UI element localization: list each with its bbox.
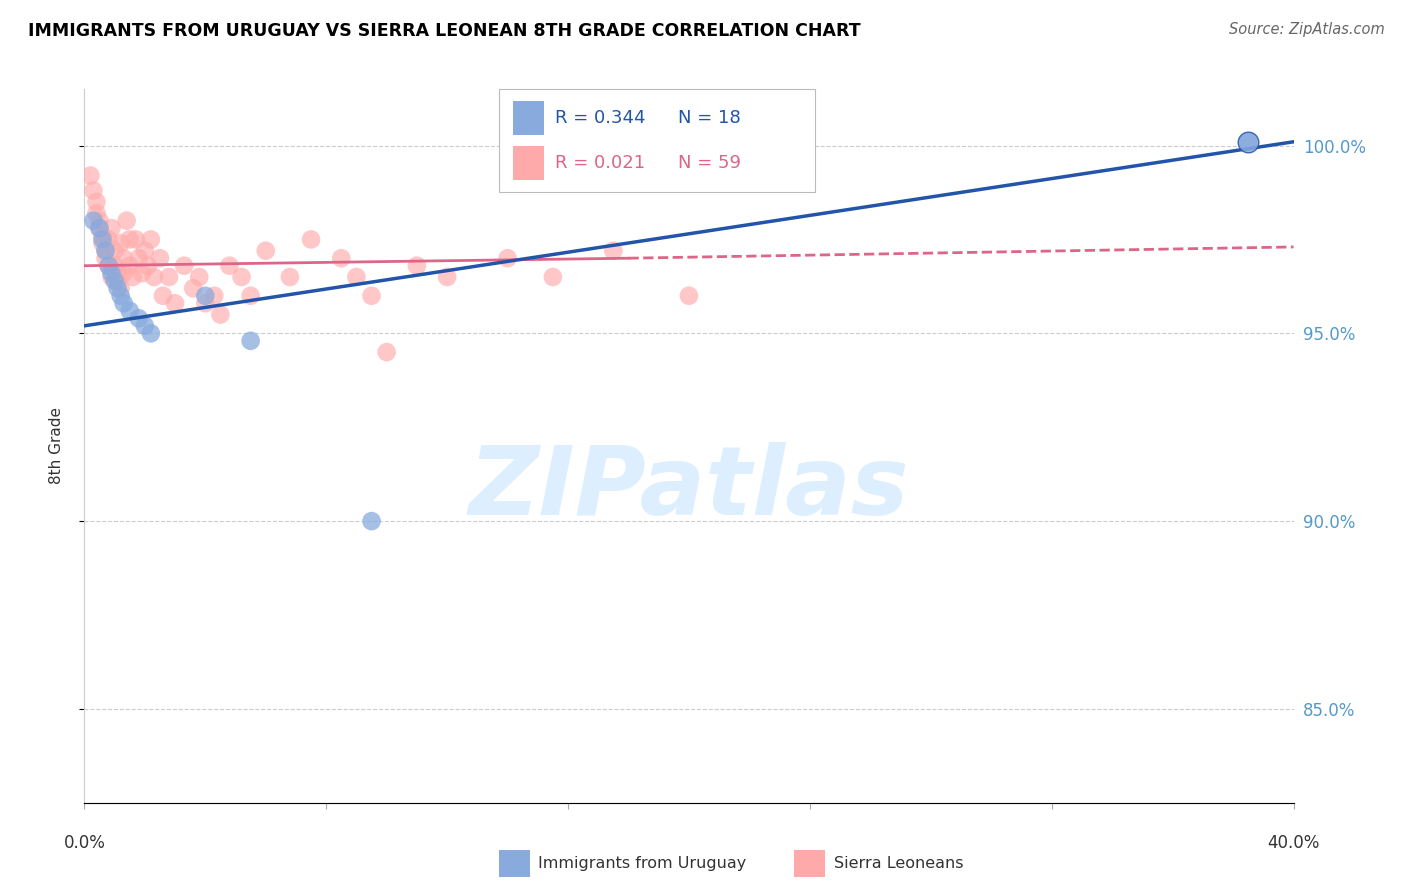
Point <box>112 251 135 265</box>
Point <box>91 236 114 251</box>
Point <box>375 345 398 359</box>
Point <box>97 232 120 246</box>
Point <box>134 244 156 258</box>
Point <box>97 259 120 273</box>
Point <box>209 308 232 322</box>
Point <box>134 318 156 333</box>
Point <box>188 270 211 285</box>
Point <box>118 259 141 273</box>
Point <box>112 296 135 310</box>
Text: Source: ZipAtlas.com: Source: ZipAtlas.com <box>1229 22 1385 37</box>
Point <box>100 266 122 280</box>
Text: R = 0.021: R = 0.021 <box>555 154 645 172</box>
Point <box>360 289 382 303</box>
Point <box>125 232 148 246</box>
Point <box>231 270 253 285</box>
Point <box>330 251 353 265</box>
Point <box>346 270 368 285</box>
Point <box>173 259 195 273</box>
Text: ZIPatlas: ZIPatlas <box>468 442 910 535</box>
Point <box>104 274 127 288</box>
Point <box>152 289 174 303</box>
Text: N = 59: N = 59 <box>678 154 741 172</box>
Point <box>86 194 108 209</box>
Point <box>121 270 143 285</box>
Point <box>100 270 122 285</box>
Point <box>110 281 132 295</box>
Point <box>131 266 153 280</box>
Point <box>91 232 114 246</box>
Point <box>86 206 108 220</box>
Point <box>107 281 129 295</box>
Point <box>136 259 159 273</box>
Point <box>139 232 162 246</box>
Y-axis label: 8th Grade: 8th Grade <box>49 408 63 484</box>
Point <box>104 259 127 273</box>
Point <box>496 251 519 265</box>
Point <box>97 259 120 273</box>
Point <box>89 221 111 235</box>
Point <box>254 244 277 258</box>
Point <box>541 270 564 285</box>
Point <box>678 289 700 303</box>
Point <box>104 244 127 258</box>
Text: N = 18: N = 18 <box>678 109 741 127</box>
Point <box>79 169 101 183</box>
Point <box>239 334 262 348</box>
Point <box>218 259 240 273</box>
Text: Immigrants from Uruguay: Immigrants from Uruguay <box>538 856 747 871</box>
Point <box>91 228 114 243</box>
Point <box>139 326 162 341</box>
Point <box>112 266 135 280</box>
Point <box>157 270 180 285</box>
Text: R = 0.344: R = 0.344 <box>555 109 645 127</box>
Text: IMMIGRANTS FROM URUGUAY VS SIERRA LEONEAN 8TH GRADE CORRELATION CHART: IMMIGRANTS FROM URUGUAY VS SIERRA LEONEA… <box>28 22 860 40</box>
Point <box>299 232 322 246</box>
Point <box>142 270 165 285</box>
Point <box>100 221 122 235</box>
Point <box>1237 135 1260 149</box>
Text: 40.0%: 40.0% <box>1267 834 1320 852</box>
Point <box>128 311 150 326</box>
Point <box>194 289 217 303</box>
Point <box>1237 135 1260 149</box>
Point <box>82 213 104 227</box>
Point <box>94 251 117 265</box>
Point <box>89 221 111 235</box>
Point <box>239 289 262 303</box>
Point <box>278 270 301 285</box>
Point <box>406 259 429 273</box>
Point <box>118 303 141 318</box>
Point <box>110 236 132 251</box>
Point <box>202 289 225 303</box>
Point <box>82 184 104 198</box>
Point <box>436 270 458 285</box>
Text: 0.0%: 0.0% <box>63 834 105 852</box>
Point <box>360 514 382 528</box>
Point <box>194 296 217 310</box>
Point <box>107 266 129 280</box>
Point <box>89 213 111 227</box>
Point <box>181 281 204 295</box>
Point <box>165 296 187 310</box>
Point <box>118 232 141 246</box>
Point <box>602 244 624 258</box>
Point <box>149 251 172 265</box>
Point <box>115 213 138 227</box>
Point <box>107 274 129 288</box>
Point <box>110 289 132 303</box>
Point <box>94 244 117 258</box>
Text: Sierra Leoneans: Sierra Leoneans <box>834 856 963 871</box>
Point <box>128 251 150 265</box>
Point <box>94 244 117 258</box>
